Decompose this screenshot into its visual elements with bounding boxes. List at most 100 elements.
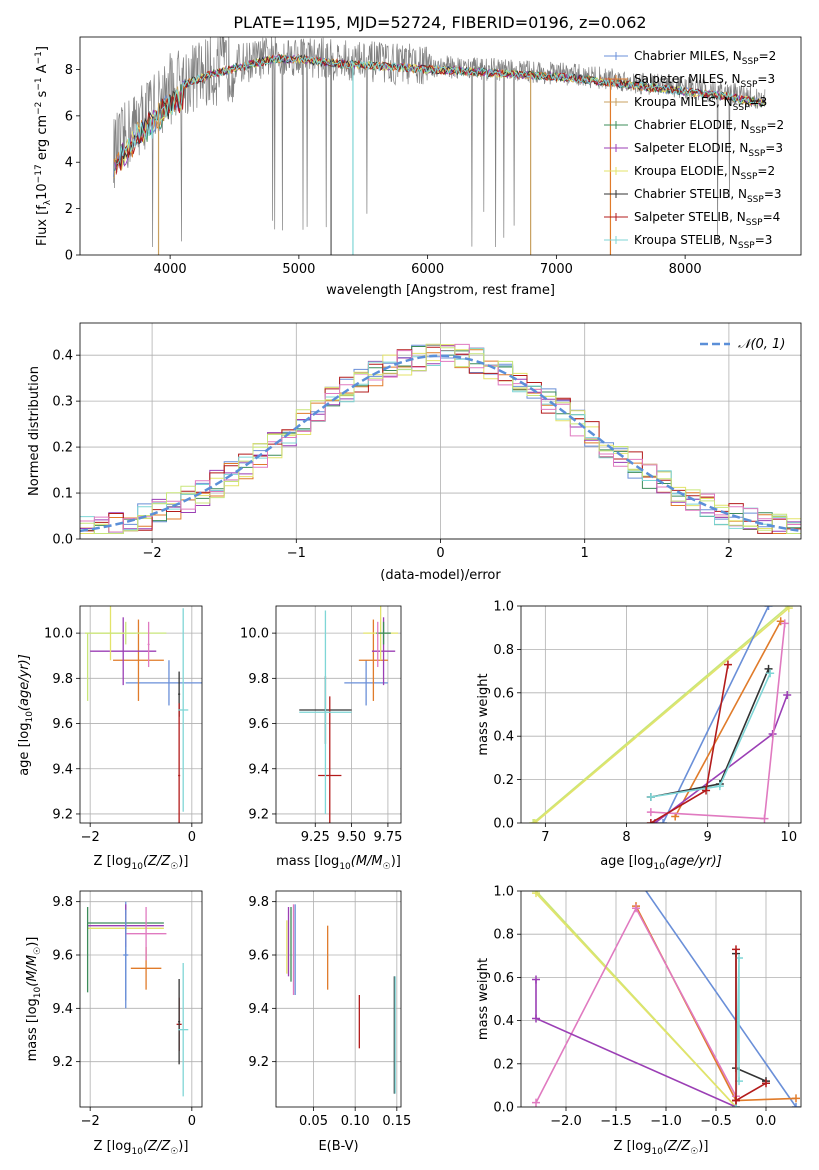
age-vs-metallicity-panel: −2 09.29.49.69.810.0Z [log10(Z/Z☉)]age [l… xyxy=(17,605,203,872)
label-part: ☉ xyxy=(33,947,43,955)
y-tick-label: 9.6 xyxy=(248,717,269,732)
mass-weight-marker xyxy=(776,617,785,626)
x-tick-label: 0 xyxy=(188,1114,196,1129)
label-part: SSP xyxy=(747,195,764,205)
y-tick-label: 6 xyxy=(65,109,73,124)
mass-weight-marker xyxy=(762,1079,770,1088)
model-spectrum-line xyxy=(116,54,765,164)
legend-entry: Kroupa MILES, NSSP=3 xyxy=(634,95,767,113)
mass-weight-marker xyxy=(532,1014,540,1023)
x-tick-label: 0.05 xyxy=(299,1114,328,1129)
label-part: −1 xyxy=(34,77,44,90)
label-part: =2 xyxy=(766,118,784,132)
label-part: Flux [f xyxy=(35,205,50,246)
y-tick-label: 0.6 xyxy=(493,686,514,701)
y-tick-label: 0.4 xyxy=(52,349,73,364)
label-part: =2 xyxy=(757,164,775,178)
y-tick-label: 9.8 xyxy=(52,672,73,687)
mass-weight-marker xyxy=(760,814,769,823)
y-tick-label: 10.0 xyxy=(240,627,269,642)
plot-area xyxy=(532,891,800,1107)
mass-weight-marker xyxy=(792,1103,800,1107)
model-spectrum-line xyxy=(115,53,764,175)
y-axis-label: mass weight xyxy=(476,958,491,1040)
legend: Chabrier MILES, NSSP=2 Salpeter MILES, NS… xyxy=(604,49,784,251)
y-axis-label: age [log10(age/yr)] xyxy=(17,654,35,776)
label-part: Chabrier STELIB, N xyxy=(634,187,747,201)
axes-frame xyxy=(275,890,402,1108)
x-tick-label: −1.5 xyxy=(600,1114,632,1129)
label-part: mass [log xyxy=(25,998,40,1061)
label-part: Kroupa MILES, N xyxy=(634,95,733,109)
y-tick-label: 9.2 xyxy=(248,807,269,822)
label-part: 10 xyxy=(339,862,351,872)
y-tick-label: 2 xyxy=(65,202,73,217)
mass-weight-line xyxy=(534,607,790,823)
plot-area xyxy=(86,901,189,1097)
y-tick-label: 0.3 xyxy=(52,395,73,410)
histogram-step-line xyxy=(80,343,801,534)
label-part: SSP xyxy=(746,218,763,228)
label-part: SSP xyxy=(738,241,755,251)
label-part: =3 xyxy=(755,233,773,247)
label-part: SSP xyxy=(750,126,767,136)
mass-weight-marker xyxy=(732,1096,740,1105)
x-tick-label: 7 xyxy=(541,830,549,845)
label-part: )] xyxy=(178,854,188,869)
x-tick-label: 0.10 xyxy=(341,1114,370,1129)
y-tick-label: 0.2 xyxy=(493,773,514,788)
x-tick-label: −0.5 xyxy=(700,1114,732,1129)
label-part: SSP xyxy=(741,172,758,182)
label-part: 10 xyxy=(35,183,50,200)
age-vs-mass-panel: 9.25 9.50 9.75 9.2 9.4 9.6 9.8 10.0 mass [log10(… xyxy=(240,605,402,872)
label-part: (age/yr)] xyxy=(17,654,32,711)
axes-frame xyxy=(79,36,802,256)
mass-weight-marker xyxy=(715,782,724,791)
label-part: SSP xyxy=(741,80,758,90)
mass-weight-marker xyxy=(646,792,655,801)
y-axis-label: mass weight xyxy=(476,673,491,755)
label-part: ☉ xyxy=(690,1147,698,1157)
y-tick-label: 0.1 xyxy=(52,487,73,502)
x-tick-label: 8 xyxy=(622,830,630,845)
label-part: )] xyxy=(178,1139,188,1154)
label-part: Kroupa ELODIE, N xyxy=(634,164,741,178)
plot-area xyxy=(529,606,793,823)
label-part: =3 xyxy=(765,141,783,155)
mass-weight-line xyxy=(532,606,790,823)
mass-weight-marker xyxy=(792,1094,800,1103)
mass-weight-line xyxy=(735,953,767,1082)
legend-entry: Chabrier MILES, NSSP=2 xyxy=(634,49,776,67)
mass-weight-marker xyxy=(646,808,655,817)
y-tick-label: 9.6 xyxy=(52,717,73,732)
figure-title: PLATE=1195, MJD=52724, FIBERID=0196, z=0… xyxy=(233,13,646,32)
legend-entry: 𝒩(0, 1) xyxy=(738,337,785,352)
x-tick-label: −1 xyxy=(287,546,306,561)
axes-frame xyxy=(520,890,802,1108)
x-tick-label: 10 xyxy=(781,830,798,845)
mass-weight-line xyxy=(674,620,782,817)
label-part: SSP xyxy=(742,57,759,67)
y-tick-label: 0.0 xyxy=(52,533,73,548)
plot-area xyxy=(113,37,766,255)
plot-area xyxy=(80,343,801,534)
y-tick-label: 9.6 xyxy=(52,949,73,964)
y-tick-label: 9.4 xyxy=(248,1002,269,1017)
y-tick-label: 4 xyxy=(65,156,73,171)
label-part: =3 xyxy=(764,187,782,201)
mass-weight-marker xyxy=(784,606,793,613)
y-tick-label: 9.8 xyxy=(248,895,269,910)
y-tick-label: 0.8 xyxy=(493,928,514,943)
label-part: erg cm xyxy=(35,115,50,164)
legend-entry: Salpeter STELIB, NSSP=4 xyxy=(634,210,780,228)
label-part: (M/M xyxy=(351,854,383,869)
mass-weight-marker xyxy=(659,819,668,823)
legend-entry: Salpeter MILES, NSSP=3 xyxy=(634,72,775,90)
legend-entry: Kroupa STELIB, NSSP=3 xyxy=(634,233,772,251)
x-tick-label: 2 xyxy=(725,546,733,561)
mass-weight-marker xyxy=(766,669,775,678)
label-part: age [log xyxy=(17,723,32,776)
x-axis-label: wavelength [Angstrom, rest frame] xyxy=(326,283,555,298)
mass-weight-marker xyxy=(764,664,773,673)
y-tick-label: 0.2 xyxy=(52,441,73,456)
